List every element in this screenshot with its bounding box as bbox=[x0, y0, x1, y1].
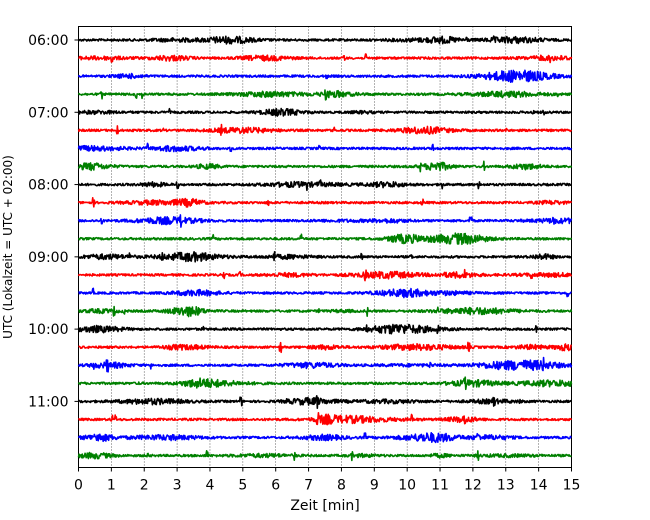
y-tick-label: 08:00 bbox=[28, 178, 68, 194]
trace-1030 bbox=[77, 356, 573, 373]
x-tick-label: 11 bbox=[431, 478, 449, 494]
y-tick-label: 10:00 bbox=[28, 322, 68, 338]
trace-0615 bbox=[78, 53, 573, 64]
y-tick-label: 09:00 bbox=[28, 250, 68, 266]
trace-0730 bbox=[77, 142, 573, 153]
y-axis-ticks: 06:00 07:00 08:00 09:00 10:00 11:00 bbox=[28, 33, 79, 410]
trace-0845 bbox=[77, 232, 573, 246]
trace-0600 bbox=[77, 35, 573, 45]
x-tick-label: 7 bbox=[304, 478, 313, 494]
x-tick-label: 3 bbox=[173, 478, 182, 494]
x-axis-label: Zeit [min] bbox=[290, 498, 359, 514]
trace-0715 bbox=[77, 123, 573, 137]
y-tick-label: 07:00 bbox=[28, 105, 68, 121]
trace-0930 bbox=[78, 287, 572, 299]
trace-0630 bbox=[77, 69, 573, 84]
x-tick-label: 15 bbox=[563, 478, 581, 494]
trace-1015 bbox=[78, 341, 573, 354]
y-axis-label: UTC (Lokalzeit = UTC + 02:00) bbox=[1, 155, 15, 339]
y-tick-label: 06:00 bbox=[28, 33, 68, 49]
x-tick-label: 8 bbox=[337, 478, 346, 494]
x-tick-label: 2 bbox=[140, 478, 149, 494]
x-tick-label: 5 bbox=[238, 478, 247, 494]
trace-0945 bbox=[78, 305, 573, 318]
x-tick-label: 12 bbox=[464, 478, 482, 494]
y-tick-label: 11:00 bbox=[28, 394, 68, 410]
x-tick-label: 13 bbox=[497, 478, 515, 494]
trace-0900 bbox=[77, 251, 572, 263]
trace-0915 bbox=[77, 268, 573, 282]
x-tick-label: 1 bbox=[107, 478, 116, 494]
trace-1130 bbox=[77, 431, 572, 444]
x-tick-label: 0 bbox=[74, 478, 83, 494]
trace-1115 bbox=[77, 411, 573, 426]
x-tick-label: 10 bbox=[398, 478, 416, 494]
trace-0830 bbox=[77, 214, 573, 228]
trace-1045 bbox=[77, 376, 573, 391]
x-axis-ticks: 0 1 2 3 4 5 6 7 8 9 10 11 12 13 14 15 bbox=[74, 467, 581, 494]
x-tick-label: 14 bbox=[530, 478, 548, 494]
seismic-traces bbox=[77, 35, 573, 462]
trace-0745 bbox=[77, 160, 573, 173]
x-tick-label: 4 bbox=[206, 478, 215, 494]
trace-0800 bbox=[77, 179, 572, 192]
trace-0815 bbox=[77, 197, 573, 208]
trace-0645 bbox=[77, 89, 573, 101]
trace-1100 bbox=[77, 395, 572, 410]
trace-1000 bbox=[77, 323, 573, 335]
trace-1145 bbox=[77, 450, 572, 462]
x-tick-label: 6 bbox=[271, 478, 280, 494]
trace-0700 bbox=[77, 107, 573, 117]
x-tick-label: 9 bbox=[370, 478, 379, 494]
